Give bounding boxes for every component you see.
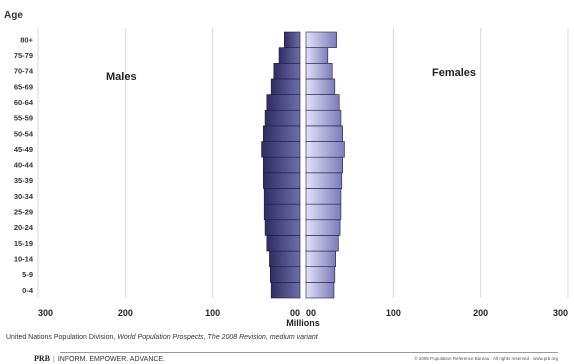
bar-female-75-79 [305,47,329,64]
bar-male-70-74 [273,62,301,80]
bar-female-15-19 [305,235,339,252]
bar-male-0-4 [270,282,301,299]
bar-female-70-74 [305,62,333,80]
bar-female-80+ [305,31,337,48]
bar-male-30-34 [263,188,301,205]
population-pyramid-chart: Age 0-4 5-9 10-14 15-19 20-24 25-29 30-34 35-39… [4,10,569,328]
x-axis-ticks: 300 200 100 00 00 100 200 300 [38,308,568,318]
bar-female-10-14 [305,250,336,268]
age-label-40-44: 40-44 [14,161,34,170]
age-label-25-29: 25-29 [14,208,33,217]
bar-female-65-69 [305,78,336,95]
bar-female-50-54 [305,125,343,142]
bar-female-25-29 [305,203,342,221]
age-label-50-54: 50-54 [14,129,34,138]
footer-tagline: INFORM. EMPOWER. ADVANCE. [57,356,166,363]
source-title: World Population Prospects, The 2008 Rev… [117,334,266,341]
bars [261,31,345,299]
x-tick-3: 00 [290,308,300,318]
y-axis-title: Age [4,10,23,21]
age-label-20-24: 20-24 [14,223,34,232]
footer-divider [60,352,558,353]
age-labels: 0-4 5-9 10-14 15-19 20-24 25-29 30-34 35-39 40-4… [14,35,34,294]
x-tick-6: 200 [473,308,488,318]
bar-female-40-44 [305,156,343,174]
bar-male-50-54 [263,125,301,142]
prb-logo: PRB [34,354,50,363]
age-label-80+: 80+ [20,35,33,44]
age-label-70-74: 70-74 [14,67,34,76]
bar-female-55-59 [305,109,342,127]
bar-male-15-19 [266,235,301,252]
bar-female-45-49 [305,141,345,158]
legend-females: Females [432,67,476,79]
source-prefix: United Nations Population Division, [6,334,118,341]
bar-male-75-79 [278,47,301,64]
bar-female-20-24 [305,219,341,236]
x-tick-2: 100 [205,308,220,318]
bar-male-10-14 [269,250,301,268]
x-axis-label: Millions [286,318,320,328]
age-label-75-79: 75-79 [14,51,33,60]
bar-female-30-34 [305,188,342,205]
bar-male-35-39 [263,172,301,189]
bar-female-5-9 [305,266,336,283]
bar-male-45-49 [261,141,301,158]
bar-male-80+ [283,31,301,48]
legend-males: Males [106,71,137,83]
age-label-65-69: 65-69 [14,82,33,91]
x-tick-7: 300 [553,308,568,318]
x-tick-5: 100 [386,308,401,318]
bar-male-40-44 [263,156,301,174]
age-label-0-4: 0-4 [22,286,34,295]
age-label-55-59: 55-59 [14,114,33,123]
bar-female-0-4 [305,282,335,299]
age-label-35-39: 35-39 [14,176,33,185]
bar-male-25-29 [263,203,301,221]
age-label-30-34: 30-34 [14,192,34,201]
age-label-60-64: 60-64 [14,98,34,107]
age-label-45-49: 45-49 [14,145,33,154]
bar-male-20-24 [264,219,301,236]
x-tick-1: 200 [118,308,133,318]
age-label-15-19: 15-19 [14,239,33,248]
x-tick-0: 300 [38,308,53,318]
source-note: United Nations Population Division, Worl… [6,334,318,341]
footer-brand: PRB | INFORM. EMPOWER. ADVANCE. [34,354,166,363]
age-label-10-14: 10-14 [14,254,34,263]
bar-female-35-39 [305,172,343,189]
footer-copyright: © 2008 Population Reference Bureau · All… [414,356,558,361]
bar-male-5-9 [270,266,301,283]
gridlines [37,28,569,298]
age-label-5-9: 5-9 [22,270,33,279]
source-suffix: , medium variant [265,334,318,341]
bar-male-55-59 [264,109,301,127]
x-tick-4: 00 [306,308,316,318]
bar-male-65-69 [270,78,301,95]
bar-female-60-64 [305,94,340,111]
bar-male-60-64 [266,94,301,111]
